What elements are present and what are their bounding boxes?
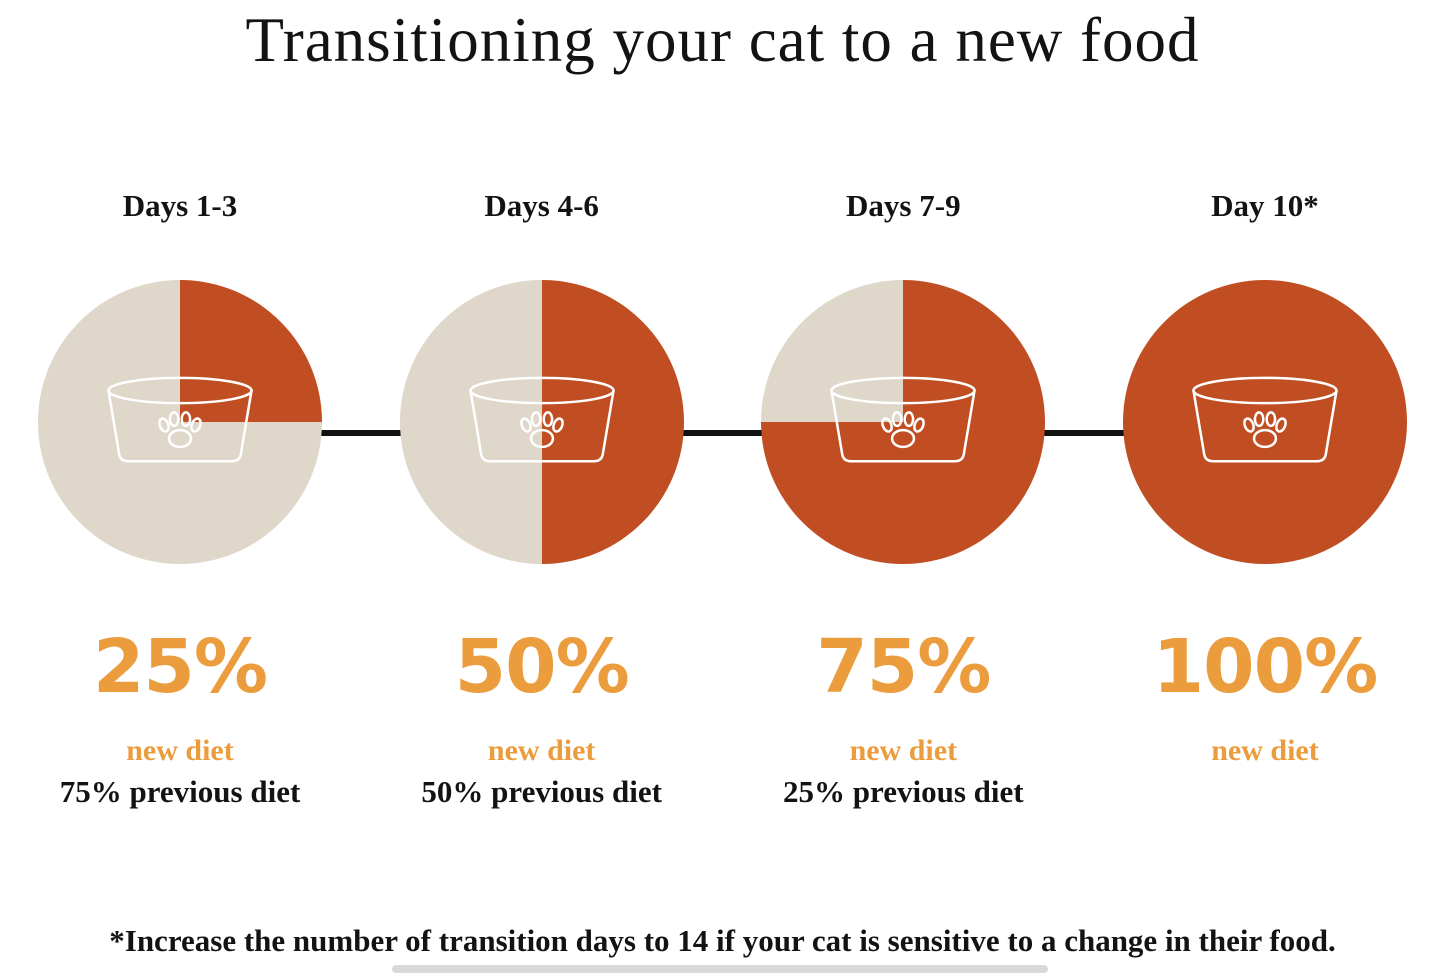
stage-days-4-6: Days 4-6 50% new diet 50% previous diet — [382, 188, 702, 812]
stage-day-label: Days 7-9 — [846, 188, 961, 223]
stage-days-1-3: Days 1-3 25% new diet 75% previous diet — [20, 188, 340, 812]
percent-new-diet: 50% — [454, 624, 630, 710]
stage-days-7-9: Days 7-9 75% new diet 25% previous diet — [743, 188, 1063, 812]
new-diet-label: new diet — [487, 734, 596, 767]
previous-diet-label: 50% previous diet — [421, 774, 662, 809]
stages-row: Days 1-3 25% new diet 75% previous diet … — [20, 188, 1425, 812]
previous-diet-label: 25% previous diet — [783, 774, 1024, 809]
cat-bowl-paw-icon — [1192, 376, 1338, 462]
new-diet-label: new diet — [126, 734, 234, 767]
cat-bowl-paw-icon — [468, 376, 615, 462]
previous-diet-label: 75% previous diet — [59, 774, 301, 809]
percent-new-diet: 75% — [816, 624, 991, 710]
diet-ratio-pie — [761, 280, 1046, 564]
cat-bowl-paw-icon — [830, 376, 977, 462]
stage-day-label: Days 1-3 — [122, 188, 238, 223]
diet-ratio-pie — [1122, 280, 1407, 564]
new-diet-label: new diet — [1211, 734, 1319, 767]
cat-bowl-paw-icon — [107, 376, 253, 462]
page-title: Transitioning your cat to a new food — [245, 5, 1200, 75]
stage-day-label: Days 4-6 — [484, 188, 599, 223]
stage-day-label: Day 10* — [1211, 188, 1319, 223]
new-diet-label: new diet — [849, 734, 958, 767]
horizontal-scrollbar[interactable] — [392, 965, 1048, 973]
footnote: *Increase the number of transition days … — [109, 923, 1336, 958]
percent-new-diet: 100% — [1152, 624, 1379, 710]
diet-ratio-pie — [38, 280, 322, 564]
diet-ratio-pie — [399, 280, 684, 564]
timeline-connector-line — [170, 430, 1295, 436]
percent-new-diet: 25% — [92, 624, 268, 710]
stage-day-10: Day 10* 100% new diet — [1105, 188, 1425, 812]
